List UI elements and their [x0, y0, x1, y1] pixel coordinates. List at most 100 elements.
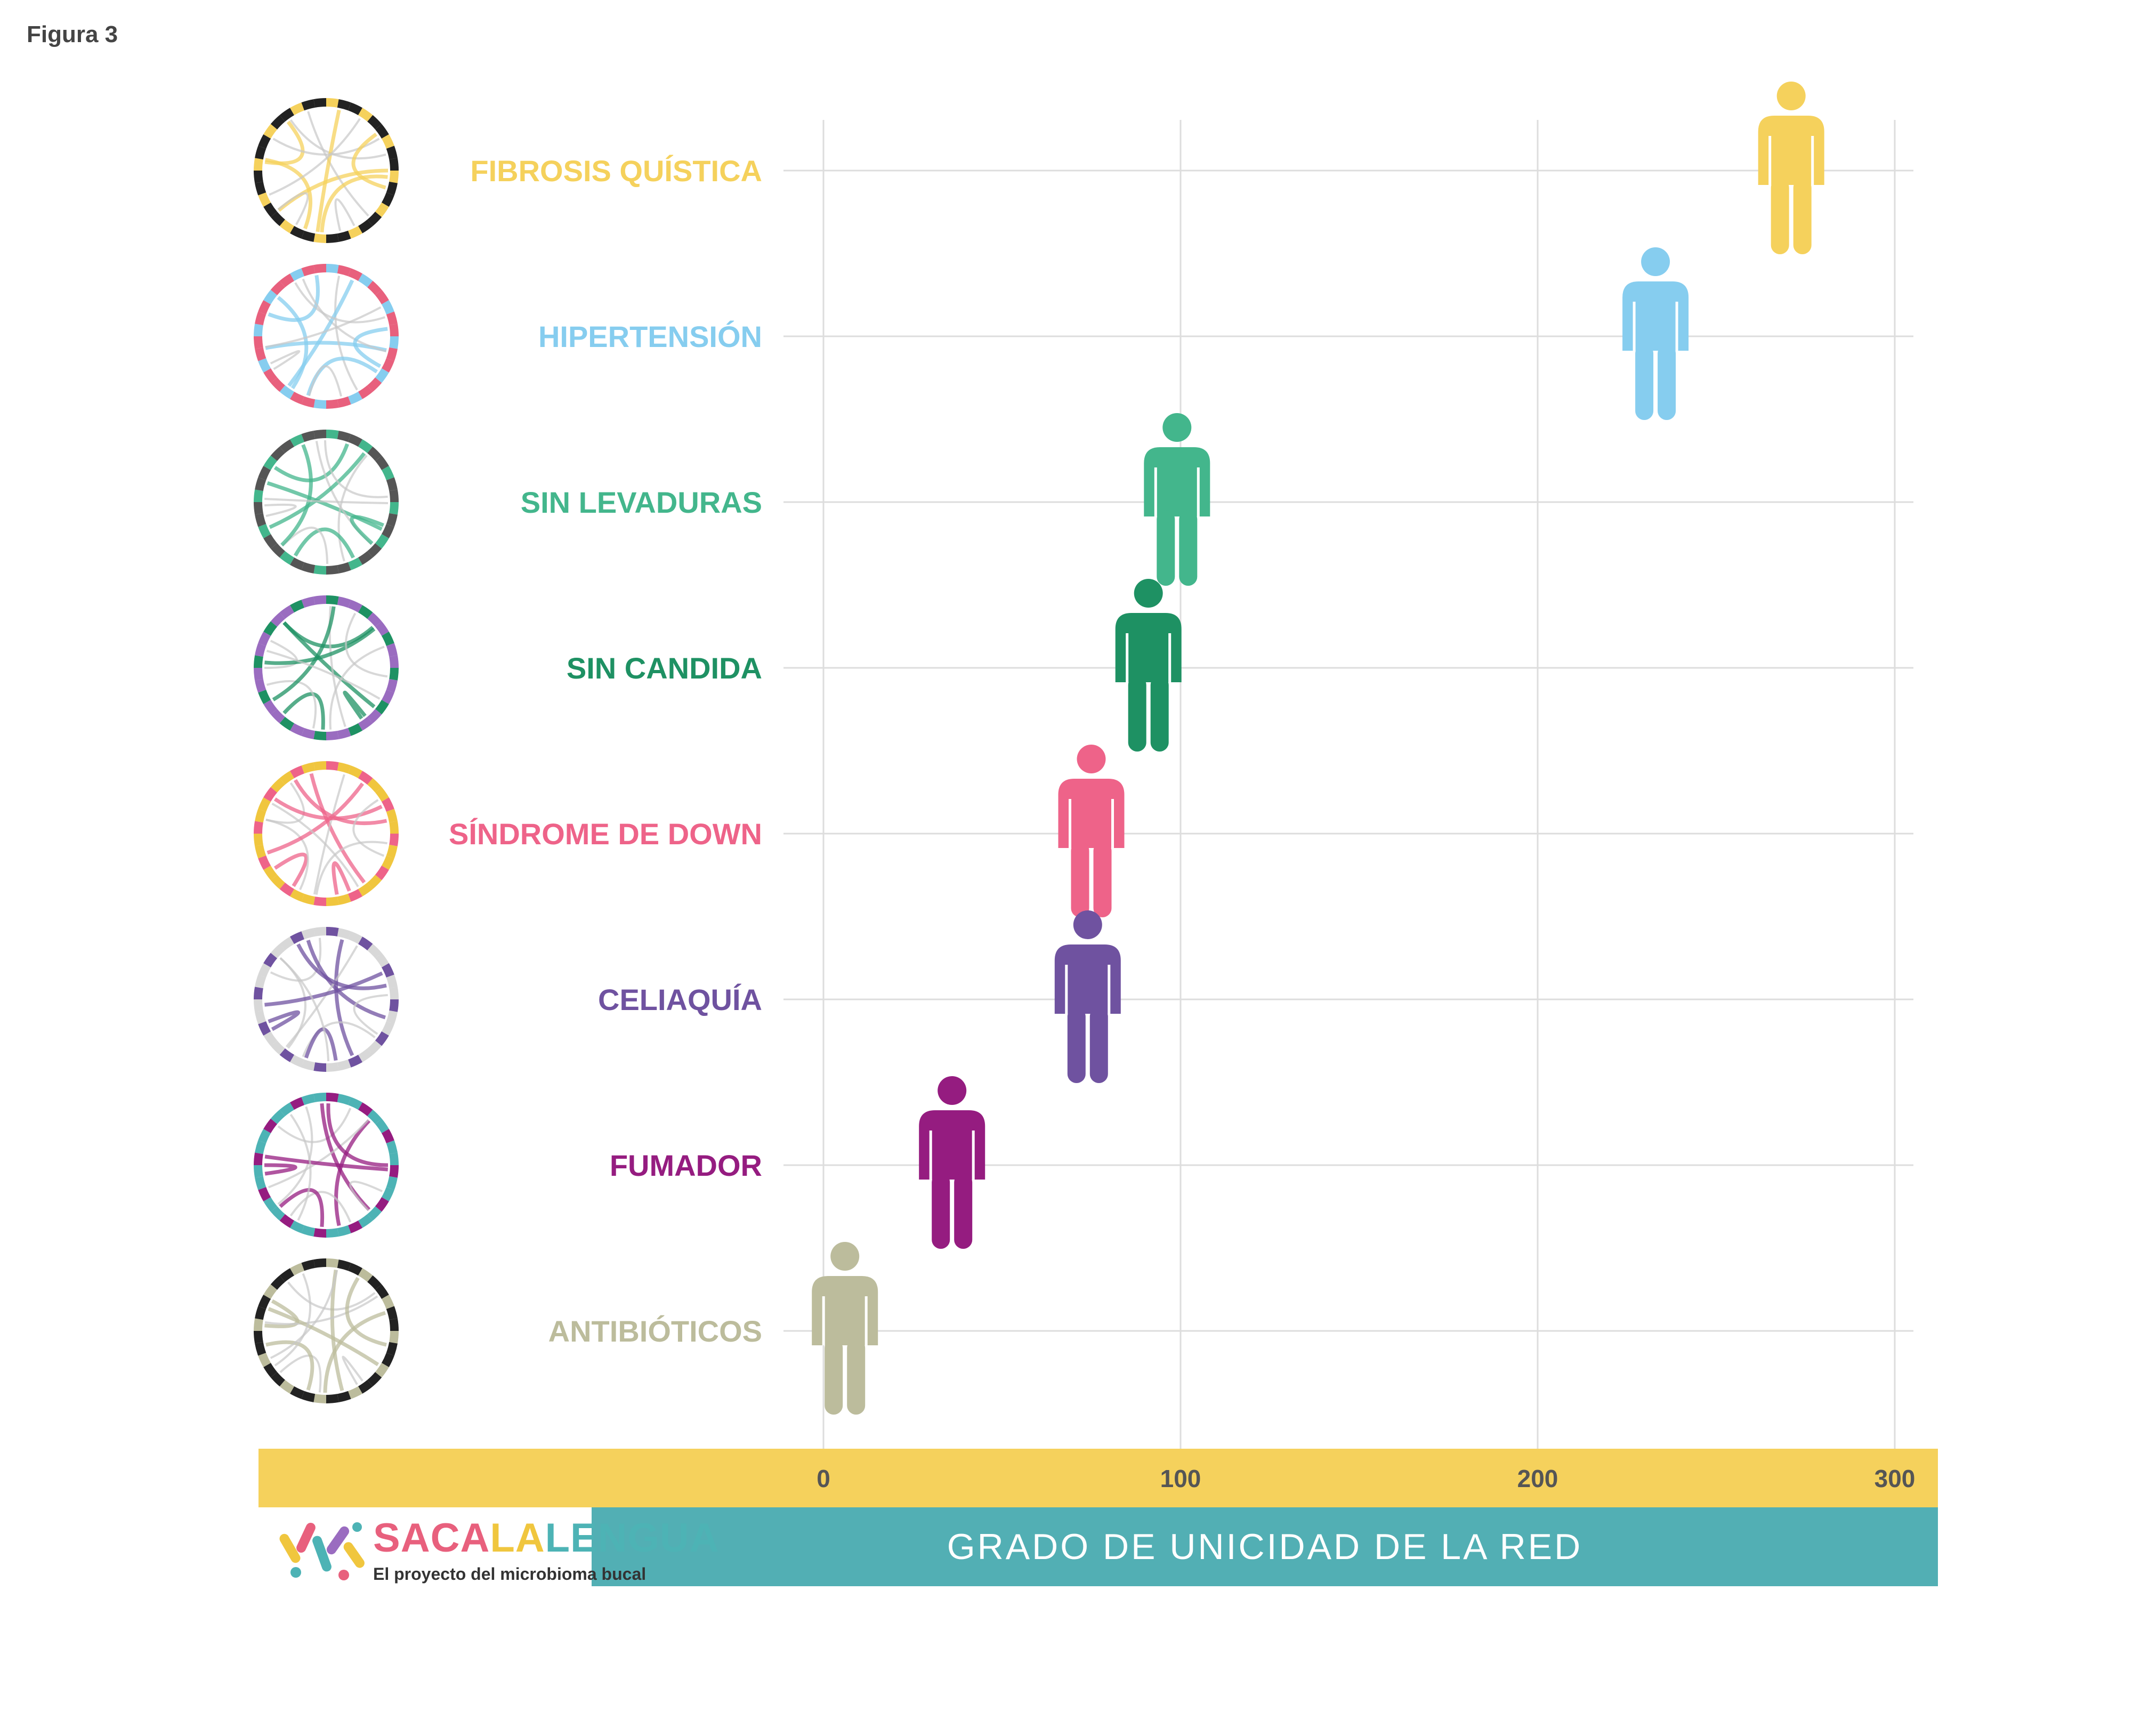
network-segment — [386, 1140, 398, 1154]
network-segment — [255, 643, 266, 657]
network-segment — [375, 1362, 389, 1378]
network-segment — [254, 821, 263, 834]
network-segment — [255, 679, 266, 693]
network-segment — [313, 233, 327, 243]
network-segment — [263, 1284, 278, 1299]
network-segment — [258, 1352, 271, 1367]
network-chord — [264, 1154, 388, 1172]
network-segment — [301, 99, 316, 111]
network-segment — [337, 1094, 351, 1105]
network-segment — [255, 1176, 266, 1190]
network-chord — [265, 782, 305, 824]
network-segment — [367, 377, 382, 392]
person-head — [1162, 413, 1192, 442]
network-segment — [381, 1186, 394, 1201]
network-segment — [255, 1010, 266, 1024]
network-segment — [326, 926, 339, 936]
category-label: CELIAQUÍA — [598, 983, 762, 1016]
network-segment — [386, 1176, 398, 1190]
network-segment — [301, 596, 316, 608]
network-chord — [279, 957, 330, 1062]
network-segment — [255, 1342, 266, 1356]
network-chord — [326, 1103, 389, 1167]
x-axis-label-band — [592, 1507, 1938, 1586]
network-chord — [350, 515, 384, 545]
network-segment — [290, 102, 305, 116]
network-segment — [358, 882, 373, 897]
network-chord — [282, 692, 325, 730]
network-segment — [258, 300, 271, 315]
category-label: ANTIBIÓTICOS — [548, 1314, 762, 1348]
network-segment — [313, 595, 327, 605]
network-segment — [263, 699, 278, 715]
network-segment — [255, 809, 266, 823]
network-chord — [334, 276, 358, 391]
network-segment — [290, 268, 305, 281]
network-segment — [326, 98, 339, 108]
network-segment — [263, 865, 278, 881]
network-segment — [386, 679, 398, 693]
network-segment — [348, 765, 362, 779]
network-segment — [254, 999, 263, 1012]
network-segment — [326, 264, 339, 273]
person-torso — [1758, 116, 1824, 185]
network-chord — [334, 198, 356, 231]
category-label: SÍNDROME DE DOWN — [449, 817, 762, 851]
network-chord — [264, 627, 376, 665]
network-segment — [367, 943, 382, 958]
network-chord — [320, 174, 388, 232]
network-chord — [307, 111, 369, 217]
person-leg — [847, 1339, 866, 1415]
network-segment — [258, 466, 271, 481]
network-segment — [301, 893, 316, 905]
network-segment — [375, 124, 389, 139]
network-segment — [348, 931, 362, 944]
network-segment — [348, 391, 362, 405]
network-segment — [279, 551, 295, 565]
person-head — [938, 1076, 967, 1105]
category-label: HIPERTENSIÓN — [538, 320, 762, 353]
network-segment — [254, 1152, 263, 1166]
person-torso — [1144, 447, 1210, 516]
network-segment — [313, 1228, 327, 1238]
network-segment — [381, 466, 394, 481]
network-segment — [290, 557, 305, 570]
network-segment — [290, 723, 305, 736]
person-torso — [812, 1276, 878, 1345]
logo-part: LENGUA — [545, 1515, 720, 1561]
category-label: FIBROSIS QUÍSTICA — [470, 154, 762, 188]
network-segment — [337, 431, 351, 442]
person-leg — [1067, 1007, 1086, 1083]
network-segment — [326, 233, 339, 243]
network-segment — [254, 158, 263, 171]
network-segment — [381, 300, 394, 315]
network-segment — [375, 1118, 389, 1134]
network-segment — [290, 931, 305, 944]
network-chord — [287, 279, 354, 387]
network-segment — [254, 1330, 263, 1344]
person-leg — [1157, 510, 1175, 586]
person-head — [1776, 82, 1806, 110]
network-segment — [279, 605, 295, 619]
network-segment — [258, 689, 271, 704]
network-segment — [313, 1062, 327, 1072]
network-segment — [270, 446, 285, 461]
network-chord — [334, 939, 354, 1056]
network-segment — [279, 882, 295, 897]
network-segment — [381, 134, 394, 149]
network-segment — [337, 1391, 351, 1402]
network-segment — [389, 158, 399, 171]
network-segment — [386, 844, 398, 859]
network-chord — [268, 1010, 301, 1031]
network-segment — [313, 761, 327, 771]
network-segment — [263, 952, 278, 968]
network-chord — [264, 1163, 297, 1176]
network-segment — [389, 336, 399, 349]
network-segment — [254, 502, 263, 515]
network-segment — [290, 1386, 305, 1399]
person-leg — [1771, 179, 1789, 254]
network-segment — [386, 1342, 398, 1356]
network-segment — [263, 368, 278, 383]
network-segment — [375, 1197, 389, 1212]
network-segment — [258, 1295, 271, 1310]
